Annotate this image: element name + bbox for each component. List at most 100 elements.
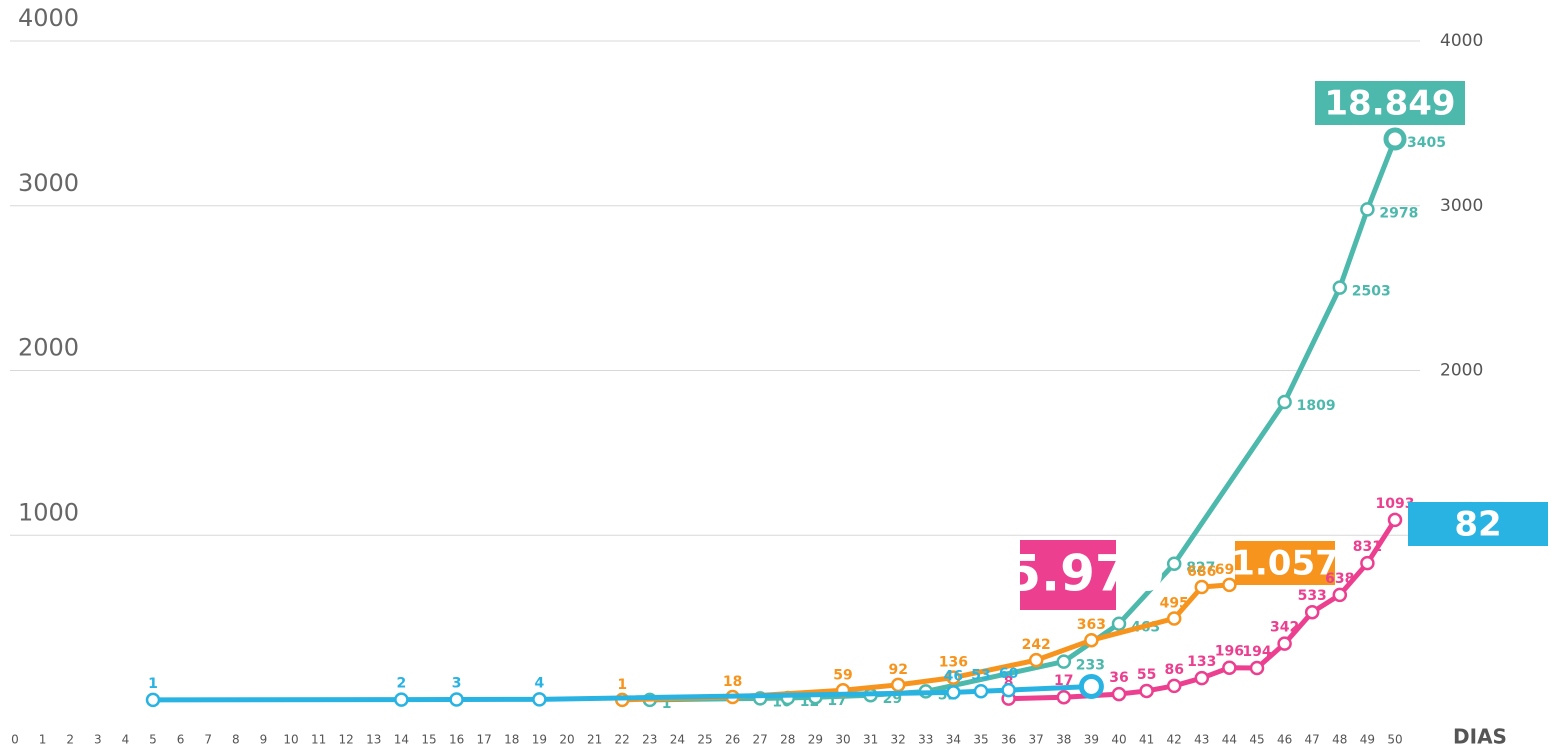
x-tick-label: 29 bbox=[808, 733, 823, 747]
badge-label: 15.970 bbox=[972, 545, 1165, 603]
value-label: 363 bbox=[1077, 617, 1106, 633]
x-tick-label: 39 bbox=[1084, 733, 1099, 747]
x-tick-label: 23 bbox=[642, 733, 657, 747]
badge-label: 1.057 bbox=[1231, 544, 1339, 584]
value-label: 86 bbox=[1164, 662, 1183, 678]
x-tick-label: 10 bbox=[283, 733, 298, 747]
x-tick-label: 11 bbox=[311, 733, 326, 747]
value-label: 2 bbox=[397, 676, 407, 692]
point bbox=[1277, 636, 1292, 651]
point bbox=[532, 692, 547, 707]
point bbox=[1084, 632, 1099, 648]
value-label: 533 bbox=[1298, 588, 1327, 604]
badge bbox=[1315, 81, 1465, 125]
x-tick-label: 28 bbox=[780, 733, 795, 747]
value-label: 36 bbox=[1109, 670, 1128, 686]
value-label: 196 bbox=[1215, 644, 1244, 660]
value-label: 55 bbox=[1137, 667, 1156, 683]
series-line bbox=[649, 138, 1398, 703]
x-tick-label: 13 bbox=[366, 733, 381, 747]
point bbox=[890, 677, 906, 693]
x-tick-label: 27 bbox=[753, 733, 768, 747]
y-tick-label-left: 3000 bbox=[18, 169, 79, 197]
x-tick-label: 30 bbox=[835, 733, 850, 747]
point bbox=[1166, 611, 1182, 626]
point bbox=[1001, 682, 1016, 698]
value-label: 8 bbox=[1004, 675, 1014, 691]
point bbox=[1139, 683, 1154, 699]
point bbox=[946, 685, 961, 700]
point bbox=[1360, 555, 1375, 571]
badge bbox=[1408, 502, 1548, 546]
point bbox=[1387, 512, 1403, 528]
point bbox=[1194, 579, 1210, 595]
value-label: 831 bbox=[1353, 539, 1382, 555]
x-tick-label: 50 bbox=[1387, 733, 1402, 747]
point bbox=[1056, 654, 1072, 669]
point bbox=[1194, 670, 1210, 686]
x-tick-label: 2 bbox=[66, 733, 74, 747]
x-tick-label: 35 bbox=[973, 733, 988, 747]
x-tick-label: 37 bbox=[1029, 733, 1044, 747]
value-label: 1093 bbox=[1376, 496, 1415, 512]
series: 1 2 3 4 46 53 60 82 bbox=[145, 502, 1548, 708]
x-tick-label: 43 bbox=[1194, 733, 1209, 747]
badge bbox=[1020, 540, 1116, 610]
value-label: 3405 bbox=[1407, 135, 1446, 151]
point bbox=[1166, 556, 1182, 572]
x-tick-label: 15 bbox=[421, 733, 436, 747]
x-tick-label: 49 bbox=[1360, 733, 1375, 747]
value-label: 827 bbox=[1186, 560, 1215, 576]
value-label: 242 bbox=[1022, 637, 1051, 653]
point bbox=[1249, 660, 1265, 676]
y-tick-label-left: 1000 bbox=[18, 498, 79, 526]
y-tick-label-left: 2000 bbox=[18, 334, 79, 362]
x-tick-label: 42 bbox=[1167, 733, 1182, 747]
value-label: 92 bbox=[888, 662, 907, 678]
y-tick-label-left: 4000 bbox=[18, 4, 79, 32]
x-tick-label: 46 bbox=[1277, 733, 1292, 747]
value-label: 59 bbox=[833, 667, 852, 683]
point bbox=[145, 692, 161, 708]
point bbox=[1332, 587, 1348, 603]
x-tick-label: 34 bbox=[946, 733, 961, 747]
point bbox=[1304, 604, 1320, 620]
value-label: 1 bbox=[617, 677, 627, 693]
x-tick-label: 17 bbox=[477, 733, 492, 747]
x-tick-label: 16 bbox=[449, 733, 464, 747]
x-tick-label: 47 bbox=[1305, 733, 1320, 747]
x-tick-label: 44 bbox=[1222, 733, 1237, 747]
x-tick-label: 24 bbox=[670, 733, 685, 747]
x-tick-label: 36 bbox=[1001, 733, 1016, 747]
value-label: 342 bbox=[1270, 620, 1299, 636]
x-tick-label: 4 bbox=[122, 733, 130, 747]
value-label: 18 bbox=[723, 674, 742, 690]
x-tick-label: 1 bbox=[39, 733, 47, 747]
x-tick-label: 48 bbox=[1332, 733, 1347, 747]
x-tick-label: 25 bbox=[697, 733, 712, 747]
x-tick-label: 33 bbox=[918, 733, 933, 747]
value-label: 2978 bbox=[1379, 205, 1418, 221]
x-tick-label: 3 bbox=[94, 733, 102, 747]
x-tick-label: 14 bbox=[394, 733, 409, 747]
point bbox=[1360, 202, 1375, 217]
badge-label: 18.849 bbox=[1324, 84, 1455, 124]
value-label: 133 bbox=[1187, 654, 1216, 670]
value-label: 194 bbox=[1242, 644, 1271, 660]
x-tick-label: 0 bbox=[11, 733, 19, 747]
x-tick-label: 45 bbox=[1249, 733, 1264, 747]
x-tick-label: 8 bbox=[232, 733, 240, 747]
point bbox=[1078, 673, 1104, 699]
x-tick-label: 21 bbox=[587, 733, 602, 747]
y-tick-label-right: 2000 bbox=[1440, 361, 1483, 381]
value-label: 60 bbox=[999, 666, 1019, 682]
point bbox=[394, 692, 409, 707]
point bbox=[1222, 660, 1237, 675]
x-tick-label: 5 bbox=[149, 733, 157, 747]
point bbox=[973, 684, 989, 699]
badge bbox=[1235, 541, 1335, 585]
x-tick-label: 7 bbox=[204, 733, 212, 747]
value-label: 53 bbox=[971, 667, 990, 683]
x-tick-label: 32 bbox=[891, 733, 906, 747]
